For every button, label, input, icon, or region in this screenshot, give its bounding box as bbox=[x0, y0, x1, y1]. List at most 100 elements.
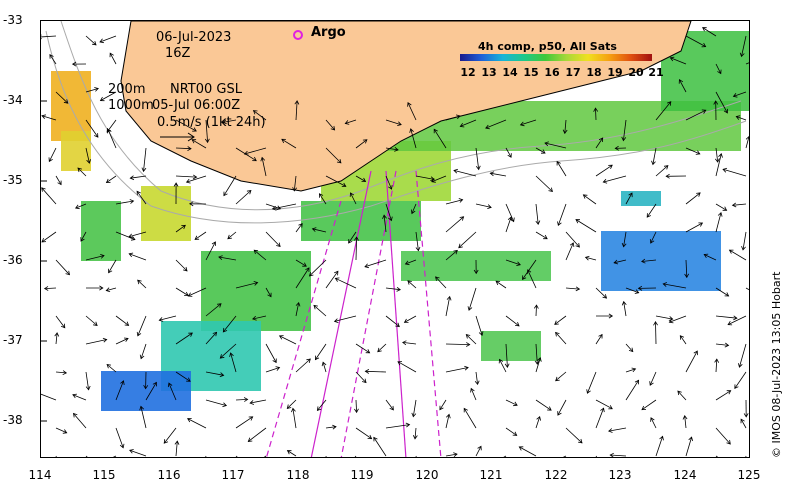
current-vector bbox=[253, 110, 267, 121]
current-vector bbox=[317, 399, 327, 411]
current-vector bbox=[85, 315, 98, 326]
current-vector-head bbox=[724, 292, 730, 297]
current-vector bbox=[55, 332, 58, 345]
current-vector-head bbox=[602, 178, 608, 184]
current-vector bbox=[145, 382, 157, 401]
current-vector-head bbox=[143, 384, 149, 390]
current-vector-head bbox=[431, 178, 436, 183]
current-vector-head bbox=[321, 361, 327, 367]
current-vector-head bbox=[665, 173, 670, 179]
current-vector-head bbox=[243, 150, 249, 156]
current-vector-head bbox=[187, 292, 193, 297]
current-vector bbox=[499, 359, 507, 373]
current-vector-head bbox=[80, 237, 85, 242]
current-vector-head bbox=[222, 119, 227, 125]
current-vector-head bbox=[278, 335, 284, 340]
current-vector bbox=[565, 287, 580, 290]
current-vector-head bbox=[463, 407, 468, 413]
current-vector bbox=[55, 175, 62, 185]
legend-tick: 17 bbox=[565, 66, 581, 79]
current-vector-head bbox=[578, 438, 583, 444]
current-vector bbox=[115, 380, 124, 401]
current-vector bbox=[322, 362, 327, 373]
current-vector bbox=[741, 35, 747, 57]
current-vector-head bbox=[187, 146, 192, 151]
current-vector-head bbox=[714, 158, 720, 163]
current-vector-head bbox=[621, 242, 627, 248]
map-frame[interactable] bbox=[40, 20, 750, 458]
current-vector-head bbox=[614, 145, 619, 151]
current-vector-head bbox=[191, 139, 197, 144]
current-vector-head bbox=[313, 304, 318, 310]
current-vector bbox=[41, 115, 57, 121]
current-vector-head bbox=[433, 128, 438, 134]
current-vector-head bbox=[109, 52, 114, 58]
current-vector bbox=[715, 390, 731, 401]
current-vector-head bbox=[543, 234, 548, 240]
current-vector bbox=[205, 455, 207, 457]
current-vector bbox=[625, 287, 639, 294]
current-vector-head bbox=[555, 331, 560, 337]
current-vector bbox=[325, 175, 346, 187]
current-vector-head bbox=[229, 352, 234, 357]
current-vector bbox=[115, 427, 124, 448]
current-vector-head bbox=[475, 165, 481, 171]
current-vector bbox=[205, 303, 222, 317]
current-vector bbox=[702, 27, 717, 37]
current-vector-head bbox=[388, 185, 393, 190]
current-vector-head bbox=[188, 332, 193, 337]
current-vector-head bbox=[94, 133, 99, 138]
current-vector-head bbox=[136, 190, 141, 196]
current-vector bbox=[625, 343, 634, 352]
current-vector-head bbox=[717, 69, 722, 75]
current-vector-head bbox=[152, 381, 157, 387]
current-vector-head bbox=[495, 280, 501, 286]
current-vector bbox=[281, 138, 297, 149]
current-vector bbox=[623, 231, 627, 247]
current-vector-head bbox=[466, 342, 471, 347]
current-vector-head bbox=[586, 389, 591, 394]
current-vector bbox=[252, 315, 267, 320]
current-vector-head bbox=[485, 124, 490, 130]
current-vector bbox=[115, 200, 134, 205]
current-vector-head bbox=[653, 321, 658, 326]
current-vector bbox=[535, 203, 539, 225]
current-vector bbox=[85, 119, 99, 138]
current-vector-head bbox=[49, 54, 54, 59]
current-vector-head bbox=[727, 320, 733, 326]
current-vector-head bbox=[60, 323, 66, 329]
current-vector-head bbox=[631, 367, 637, 373]
current-vector-head bbox=[536, 415, 541, 421]
current-vector-head bbox=[402, 340, 407, 346]
current-vector bbox=[175, 119, 197, 132]
current-vector bbox=[557, 203, 567, 226]
current-vector bbox=[684, 415, 687, 429]
current-vector bbox=[685, 35, 706, 47]
current-vector-head bbox=[608, 164, 613, 169]
current-vector-head bbox=[464, 365, 469, 371]
current-vector-head bbox=[701, 42, 707, 48]
current-vector bbox=[475, 371, 478, 385]
current-vector-head bbox=[219, 354, 225, 359]
current-vector-head bbox=[243, 397, 249, 402]
current-vector-head bbox=[108, 268, 113, 274]
current-vector bbox=[55, 371, 67, 374]
current-vector bbox=[745, 136, 749, 149]
current-vector bbox=[445, 250, 458, 261]
current-vector bbox=[650, 231, 657, 244]
current-vector-head bbox=[518, 446, 524, 451]
contour-200-label: 200m bbox=[108, 82, 146, 97]
current-vector-head bbox=[211, 241, 216, 246]
current-vector-head bbox=[222, 402, 228, 408]
current-vector-head bbox=[734, 384, 739, 390]
legend-tick: 13 bbox=[481, 66, 497, 79]
current-vector bbox=[355, 427, 372, 440]
current-vector bbox=[335, 277, 357, 289]
current-vector-head bbox=[662, 282, 668, 287]
current-vector-head bbox=[105, 178, 111, 184]
current-vector bbox=[679, 79, 687, 93]
current-vector bbox=[595, 334, 603, 345]
current-vector-head bbox=[722, 206, 728, 211]
sst-patch bbox=[601, 231, 721, 291]
current-vector-head bbox=[474, 380, 480, 386]
